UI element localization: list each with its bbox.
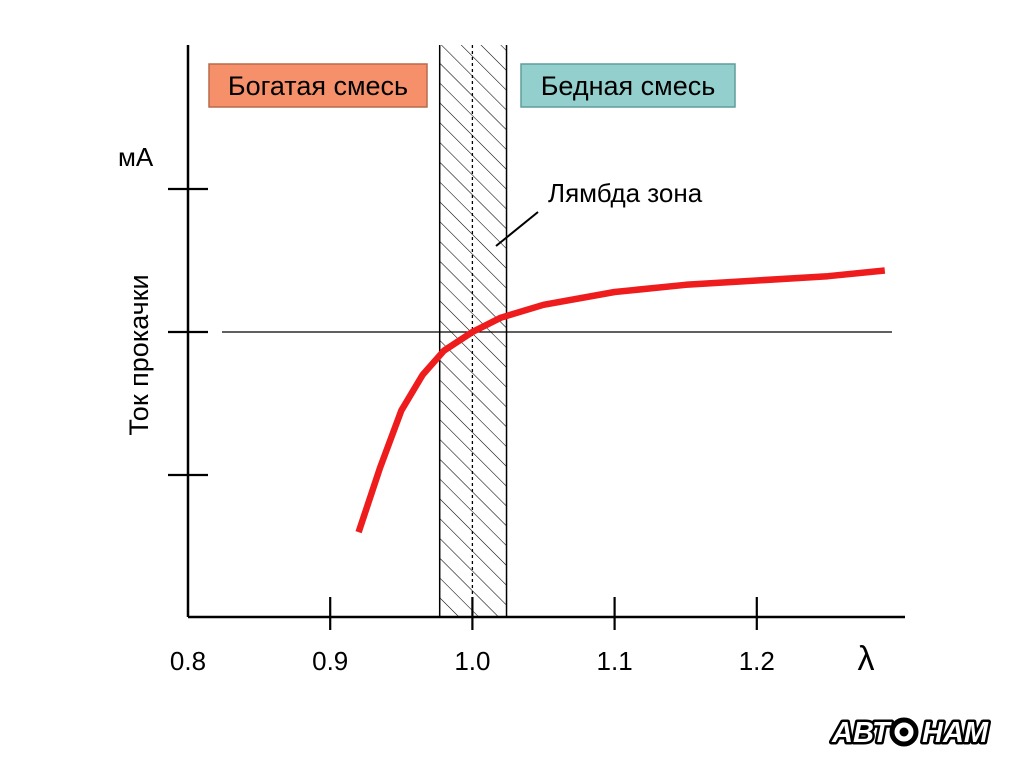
y-axis-label: Ток прокачки [124, 274, 154, 435]
svg-text:АВТ: АВТ [831, 717, 892, 749]
avtonam-logo: АВТ АВТ НАМ НАМ [829, 715, 992, 752]
lambda-zone [438, 45, 508, 617]
lean-mixture-label: Бедная смесь [541, 71, 716, 101]
series-line-0 [355, 267, 886, 534]
svg-text:НАМ: НАМ [922, 717, 989, 749]
rich-mixture-label: Богатая смесь [228, 71, 408, 101]
series-layer [355, 267, 886, 534]
lambda-zone-label: Лямбда зона [548, 178, 703, 208]
x-tick-label: 1.1 [597, 646, 633, 676]
x-axis-label: λ [858, 640, 875, 678]
labels-layer: Богатая смесь Бедная смесь Лямбда зона мА То… [118, 63, 875, 678]
axes: 0.8 0.9 1.0 1.1 1.2 [168, 45, 905, 676]
y-unit-label: мА [118, 142, 154, 172]
x-tick-label: 0.8 [170, 646, 206, 676]
x-tick-label: 0.9 [312, 646, 348, 676]
wheel-icon [889, 717, 919, 747]
lambda-zone-leader [495, 211, 539, 247]
rich-mixture-box [208, 63, 428, 108]
svg-text:АВТ: АВТ [831, 717, 892, 749]
x-tick-label: 1.2 [739, 646, 775, 676]
lean-mixture-box [520, 63, 736, 108]
x-tick-label: 1.0 [454, 646, 490, 676]
svg-text:НАМ: НАМ [922, 717, 989, 749]
